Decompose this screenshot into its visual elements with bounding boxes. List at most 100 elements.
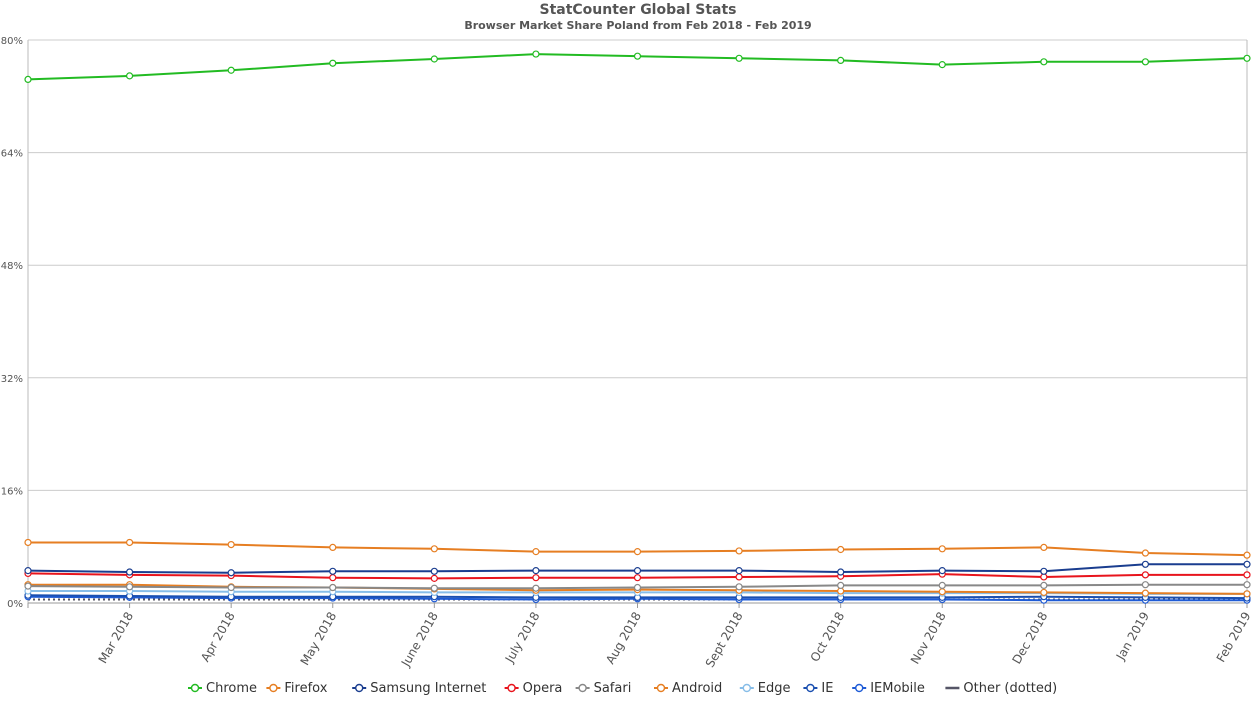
legend: Chrome Firefox Samsung Internet Opera Safari… (188, 681, 1057, 696)
data-point (1040, 543, 1048, 552)
data-point (1243, 581, 1251, 589)
data-point (837, 545, 845, 554)
data-point (24, 538, 32, 547)
data-point (735, 547, 743, 555)
data-point (1141, 560, 1150, 568)
data-point (125, 583, 134, 591)
legend-label: IE (821, 681, 833, 696)
data-point (633, 567, 642, 575)
data-point (329, 59, 337, 67)
data-point (633, 52, 642, 60)
data-point (227, 540, 235, 549)
data-point (1243, 54, 1251, 62)
data-point (24, 582, 32, 590)
data-point (329, 543, 337, 552)
data-point (329, 583, 337, 592)
data-point (24, 75, 32, 84)
legend-marker (855, 683, 864, 693)
data-point (125, 568, 134, 576)
data-point (125, 538, 134, 547)
data-point (532, 50, 540, 58)
legend-label: Safari (594, 681, 632, 696)
legend-label: Samsung Internet (370, 681, 486, 696)
data-point (633, 574, 642, 582)
data-point (735, 583, 743, 591)
data-point (24, 567, 32, 575)
data-point (938, 545, 946, 553)
y-tick-label: 32% (1, 374, 23, 385)
chart-subtitle: Browser Market Share Poland from Feb 201… (464, 19, 811, 32)
data-point (837, 568, 845, 576)
series-lines (24, 50, 1251, 604)
data-point (1040, 588, 1048, 597)
legend-marker (742, 683, 751, 693)
y-tick-label: 80% (1, 36, 23, 47)
data-point (227, 583, 235, 592)
legend-marker (656, 683, 666, 693)
data-point (633, 548, 642, 556)
x-tick-label: Feb 2019 (1214, 610, 1254, 665)
data-point (125, 72, 134, 80)
data-point (1141, 581, 1150, 589)
data-point (735, 54, 743, 62)
y-tick-label: 64% (1, 149, 23, 160)
x-tick-label: Aug 2018 (603, 610, 644, 667)
legend-label: Firefox (284, 681, 327, 696)
data-point (329, 567, 337, 575)
x-tick-label: May 2018 (298, 610, 340, 668)
legend-marker (507, 683, 516, 693)
x-tick-label: Dec 2018 (1010, 610, 1051, 667)
legend-label: Opera (523, 681, 563, 696)
data-point (1243, 560, 1251, 568)
data-point (430, 567, 438, 575)
x-tick-label: July 2018 (502, 610, 543, 666)
y-tick-label: 48% (1, 261, 23, 272)
x-tick-label: Sept 2018 (703, 610, 746, 670)
data-point (1141, 549, 1150, 557)
data-point (227, 66, 235, 74)
data-point (227, 569, 235, 577)
x-tick-label: Mar 2018 (96, 610, 137, 666)
data-point (837, 56, 845, 65)
chart-title: StatCounter Global Stats (539, 2, 736, 18)
x-tick-label: Jan 2019 (1113, 610, 1152, 664)
gridlines (28, 39, 1247, 604)
legend-marker (578, 683, 587, 693)
data-point (938, 567, 946, 575)
data-point (1141, 589, 1150, 597)
data-point (1040, 567, 1048, 575)
data-point (735, 573, 743, 581)
legend-label: Chrome (206, 681, 257, 696)
data-point (1141, 58, 1150, 66)
data-point (430, 584, 438, 592)
x-tick-label: June 2018 (398, 610, 441, 670)
data-point (1141, 571, 1150, 579)
data-point (532, 574, 540, 582)
data-point (430, 545, 438, 553)
data-point (430, 55, 438, 63)
data-point (837, 581, 845, 590)
data-point (1040, 58, 1048, 66)
data-point (1243, 571, 1251, 579)
x-tick-label: Nov 2018 (908, 610, 949, 667)
data-point (735, 567, 743, 575)
legend-label: Edge (758, 681, 791, 696)
legend-label: Android (672, 681, 722, 696)
x-tick-label: Apr 2018 (198, 610, 238, 665)
legend-marker (190, 683, 200, 693)
data-point (1243, 551, 1251, 559)
y-tick-label: 0% (7, 599, 23, 610)
data-point (532, 567, 540, 575)
data-point (1040, 581, 1048, 590)
data-point (430, 574, 438, 582)
legend-marker (269, 683, 278, 693)
data-point (938, 61, 946, 69)
data-point (1243, 590, 1251, 598)
data-point (938, 581, 946, 590)
legend-marker (806, 683, 815, 693)
legend-marker (355, 683, 364, 693)
data-point (329, 574, 337, 582)
data-point (633, 583, 642, 592)
x-tick-label: Oct 2018 (808, 610, 848, 665)
